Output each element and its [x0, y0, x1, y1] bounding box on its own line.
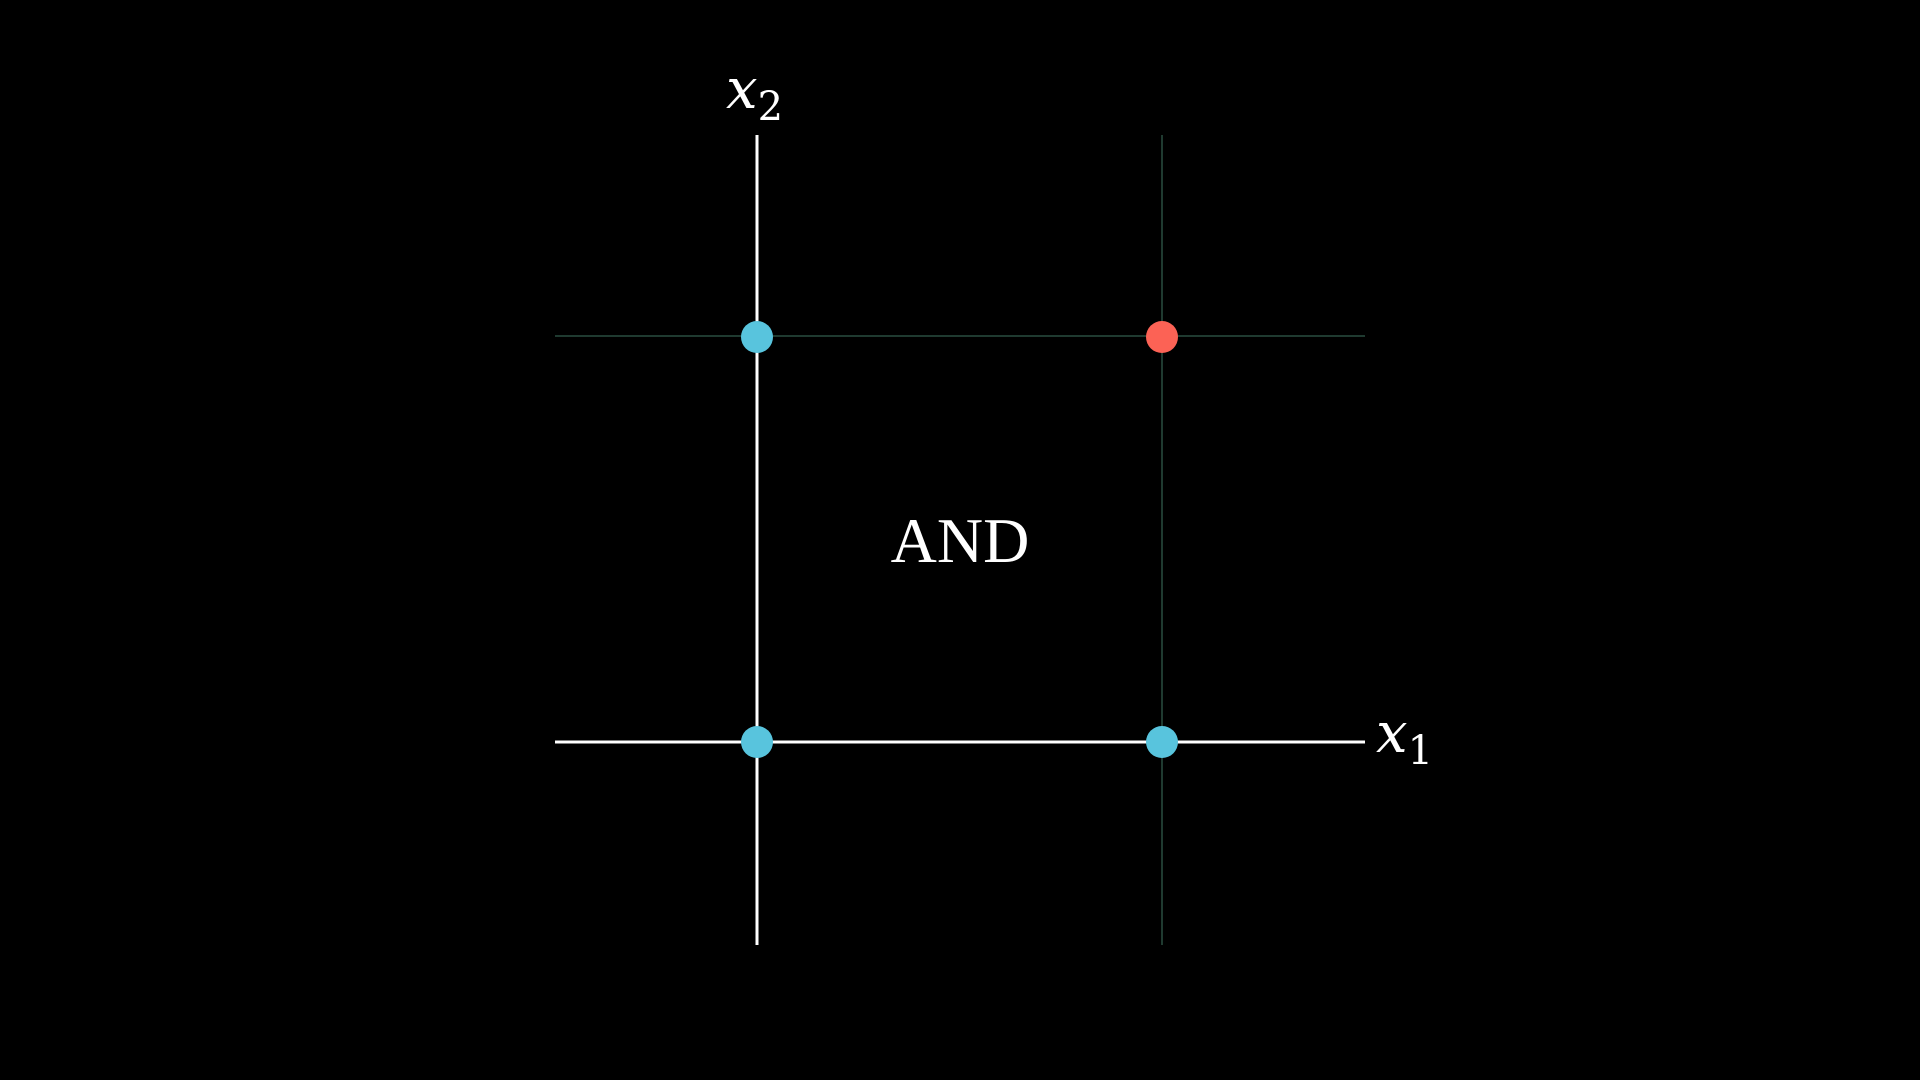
- point-x1-1-x2-1: [1146, 321, 1178, 353]
- point-x1-1-x2-0: [1146, 726, 1178, 758]
- x2-axis-label: x2: [726, 57, 783, 130]
- x2-axis-label-sub: 2: [758, 84, 783, 130]
- x2-axis-label-var: x: [726, 57, 758, 122]
- x1-axis-label: x1: [1376, 701, 1433, 774]
- point-x1-0-x2-0: [741, 726, 773, 758]
- operator-label: AND: [891, 505, 1030, 576]
- point-x1-0-x2-1: [741, 321, 773, 353]
- points-layer: [741, 321, 1178, 758]
- x1-axis-label-var: x: [1376, 701, 1408, 766]
- x1-axis-label-sub: 1: [1408, 728, 1433, 774]
